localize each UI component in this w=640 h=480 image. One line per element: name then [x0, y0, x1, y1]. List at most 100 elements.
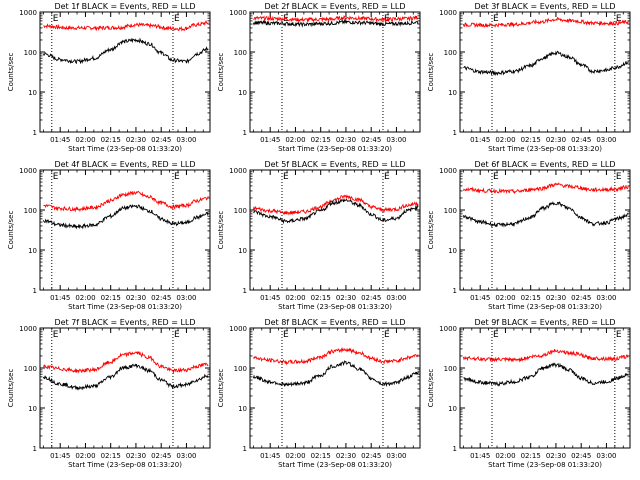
- plot-frame: [459, 11, 631, 133]
- x-axis-label: Start Time (23-Sep-08 01:33:20): [278, 303, 392, 311]
- event-marker-label: E: [53, 172, 59, 182]
- events-series-line: [463, 50, 629, 77]
- x-tick-label: 02:15: [521, 136, 541, 144]
- chart-title: Det 8f BLACK = Events, RED = LLD: [264, 318, 405, 327]
- x-tick-label: 02:00: [495, 294, 515, 302]
- x-tick-label: 02:15: [311, 136, 331, 144]
- y-tick-label: 100: [234, 207, 247, 215]
- y-axis-label: Counts/sec: [427, 211, 435, 250]
- x-tick-label: 03:00: [176, 452, 196, 460]
- x-tick-label: 02:45: [151, 294, 171, 302]
- x-tick-label: 02:30: [336, 136, 356, 144]
- chart-panel-2: Det 2f BLACK = Events, RED = LLD 1 10 100 10…: [217, 2, 421, 153]
- y-axis-label: Counts/sec: [427, 53, 435, 92]
- y-tick-label: 1: [453, 445, 457, 453]
- chart-title: Det 3f BLACK = Events, RED = LLD: [474, 2, 615, 11]
- x-axis-label: Start Time (23-Sep-08 01:33:20): [488, 461, 602, 469]
- y-tick-label: 1000: [229, 9, 247, 17]
- x-tick-label: 02:45: [151, 136, 171, 144]
- y-tick-label: 1000: [439, 9, 457, 17]
- y-tick-label: 1000: [229, 167, 247, 175]
- event-marker-label: E: [616, 172, 622, 182]
- x-tick-label: 02:15: [521, 452, 541, 460]
- plot-frame: [39, 169, 211, 291]
- y-tick-label: 1: [453, 287, 457, 295]
- lld-series-line: [462, 17, 629, 29]
- x-tick-label: 02:45: [571, 136, 591, 144]
- y-axis-label: Counts/sec: [7, 211, 15, 250]
- x-axis-label: Start Time (23-Sep-08 01:33:20): [488, 145, 602, 153]
- x-tick-label: 01:45: [470, 452, 490, 460]
- events-series-line: [252, 18, 419, 28]
- x-tick-label: 02:00: [495, 136, 515, 144]
- y-tick-label: 1: [453, 129, 457, 137]
- y-tick-label: 1: [33, 129, 37, 137]
- x-axis-label: Start Time (23-Sep-08 01:33:20): [68, 461, 182, 469]
- x-tick-label: 02:45: [361, 452, 381, 460]
- y-tick-label: 1000: [439, 167, 457, 175]
- y-tick-label: 1: [33, 445, 37, 453]
- plot-frame: [39, 327, 211, 449]
- chart-title: Det 4f BLACK = Events, RED = LLD: [54, 160, 195, 169]
- events-series-line: [253, 197, 419, 225]
- events-series-line: [463, 362, 629, 387]
- chart-title: Det 6f BLACK = Events, RED = LLD: [474, 160, 615, 169]
- x-axis-label: Start Time (23-Sep-08 01:33:20): [68, 303, 182, 311]
- y-tick-label: 100: [234, 365, 247, 373]
- y-tick-label: 10: [448, 89, 457, 97]
- chart-title: Det 2f BLACK = Events, RED = LLD: [264, 2, 405, 11]
- plot-frame: [459, 169, 631, 291]
- event-marker-label: E: [384, 14, 390, 24]
- x-axis-label: Start Time (23-Sep-08 01:33:20): [278, 461, 392, 469]
- y-tick-label: 10: [238, 247, 247, 255]
- x-tick-label: 03:00: [386, 452, 406, 460]
- x-tick-label: 01:45: [470, 136, 490, 144]
- x-tick-label: 03:00: [596, 452, 616, 460]
- x-tick-label: 02:30: [336, 294, 356, 302]
- lld-series-line: [462, 182, 629, 195]
- x-tick-label: 02:30: [546, 136, 566, 144]
- y-axis-label: Counts/sec: [217, 369, 225, 408]
- x-tick-label: 03:00: [386, 294, 406, 302]
- chart-panel-1: Det 1f BLACK = Events, RED = LLD 1 10 100 10…: [7, 2, 211, 153]
- lld-series-line: [42, 350, 209, 374]
- y-tick-label: 1: [33, 287, 37, 295]
- x-tick-label: 02:45: [571, 452, 591, 460]
- x-tick-label: 01:45: [50, 294, 70, 302]
- chart-title: Det 9f BLACK = Events, RED = LLD: [474, 318, 615, 327]
- y-axis-label: Counts/sec: [7, 369, 15, 408]
- event-marker-label: E: [616, 14, 622, 24]
- y-tick-label: 1000: [19, 325, 37, 333]
- x-tick-label: 02:00: [285, 294, 305, 302]
- x-tick-label: 02:15: [521, 294, 541, 302]
- x-tick-label: 01:45: [260, 294, 280, 302]
- lld-series-line: [43, 190, 209, 213]
- x-tick-label: 02:00: [75, 136, 95, 144]
- y-tick-label: 100: [444, 207, 457, 215]
- x-tick-label: 02:00: [75, 452, 95, 460]
- events-series-line: [252, 360, 419, 388]
- y-axis-label: Counts/sec: [217, 53, 225, 92]
- x-tick-label: 03:00: [176, 294, 196, 302]
- events-series-line: [42, 37, 209, 65]
- x-tick-label: 02:30: [546, 452, 566, 460]
- events-series-line: [42, 204, 209, 230]
- chart-panel-4: Det 4f BLACK = Events, RED = LLD 1 10 100 10…: [7, 160, 211, 311]
- y-tick-label: 10: [238, 405, 247, 413]
- y-tick-label: 10: [448, 405, 457, 413]
- x-tick-label: 02:30: [546, 294, 566, 302]
- chart-title: Det 7f BLACK = Events, RED = LLD: [54, 318, 195, 327]
- plot-frame: [39, 11, 211, 133]
- chart-panel-9: Det 9f BLACK = Events, RED = LLD 1 10 100 10…: [427, 318, 631, 469]
- event-marker-label: E: [493, 14, 499, 24]
- x-axis-label: Start Time (23-Sep-08 01:33:20): [488, 303, 602, 311]
- event-marker-label: E: [174, 172, 180, 182]
- x-tick-label: 02:30: [336, 452, 356, 460]
- x-axis-label: Start Time (23-Sep-08 01:33:20): [278, 145, 392, 153]
- x-tick-label: 01:45: [50, 136, 70, 144]
- event-marker-label: E: [283, 330, 289, 340]
- lld-series-line: [252, 194, 419, 216]
- x-tick-label: 03:00: [386, 136, 406, 144]
- y-tick-label: 1: [243, 445, 247, 453]
- x-tick-label: 03:00: [596, 136, 616, 144]
